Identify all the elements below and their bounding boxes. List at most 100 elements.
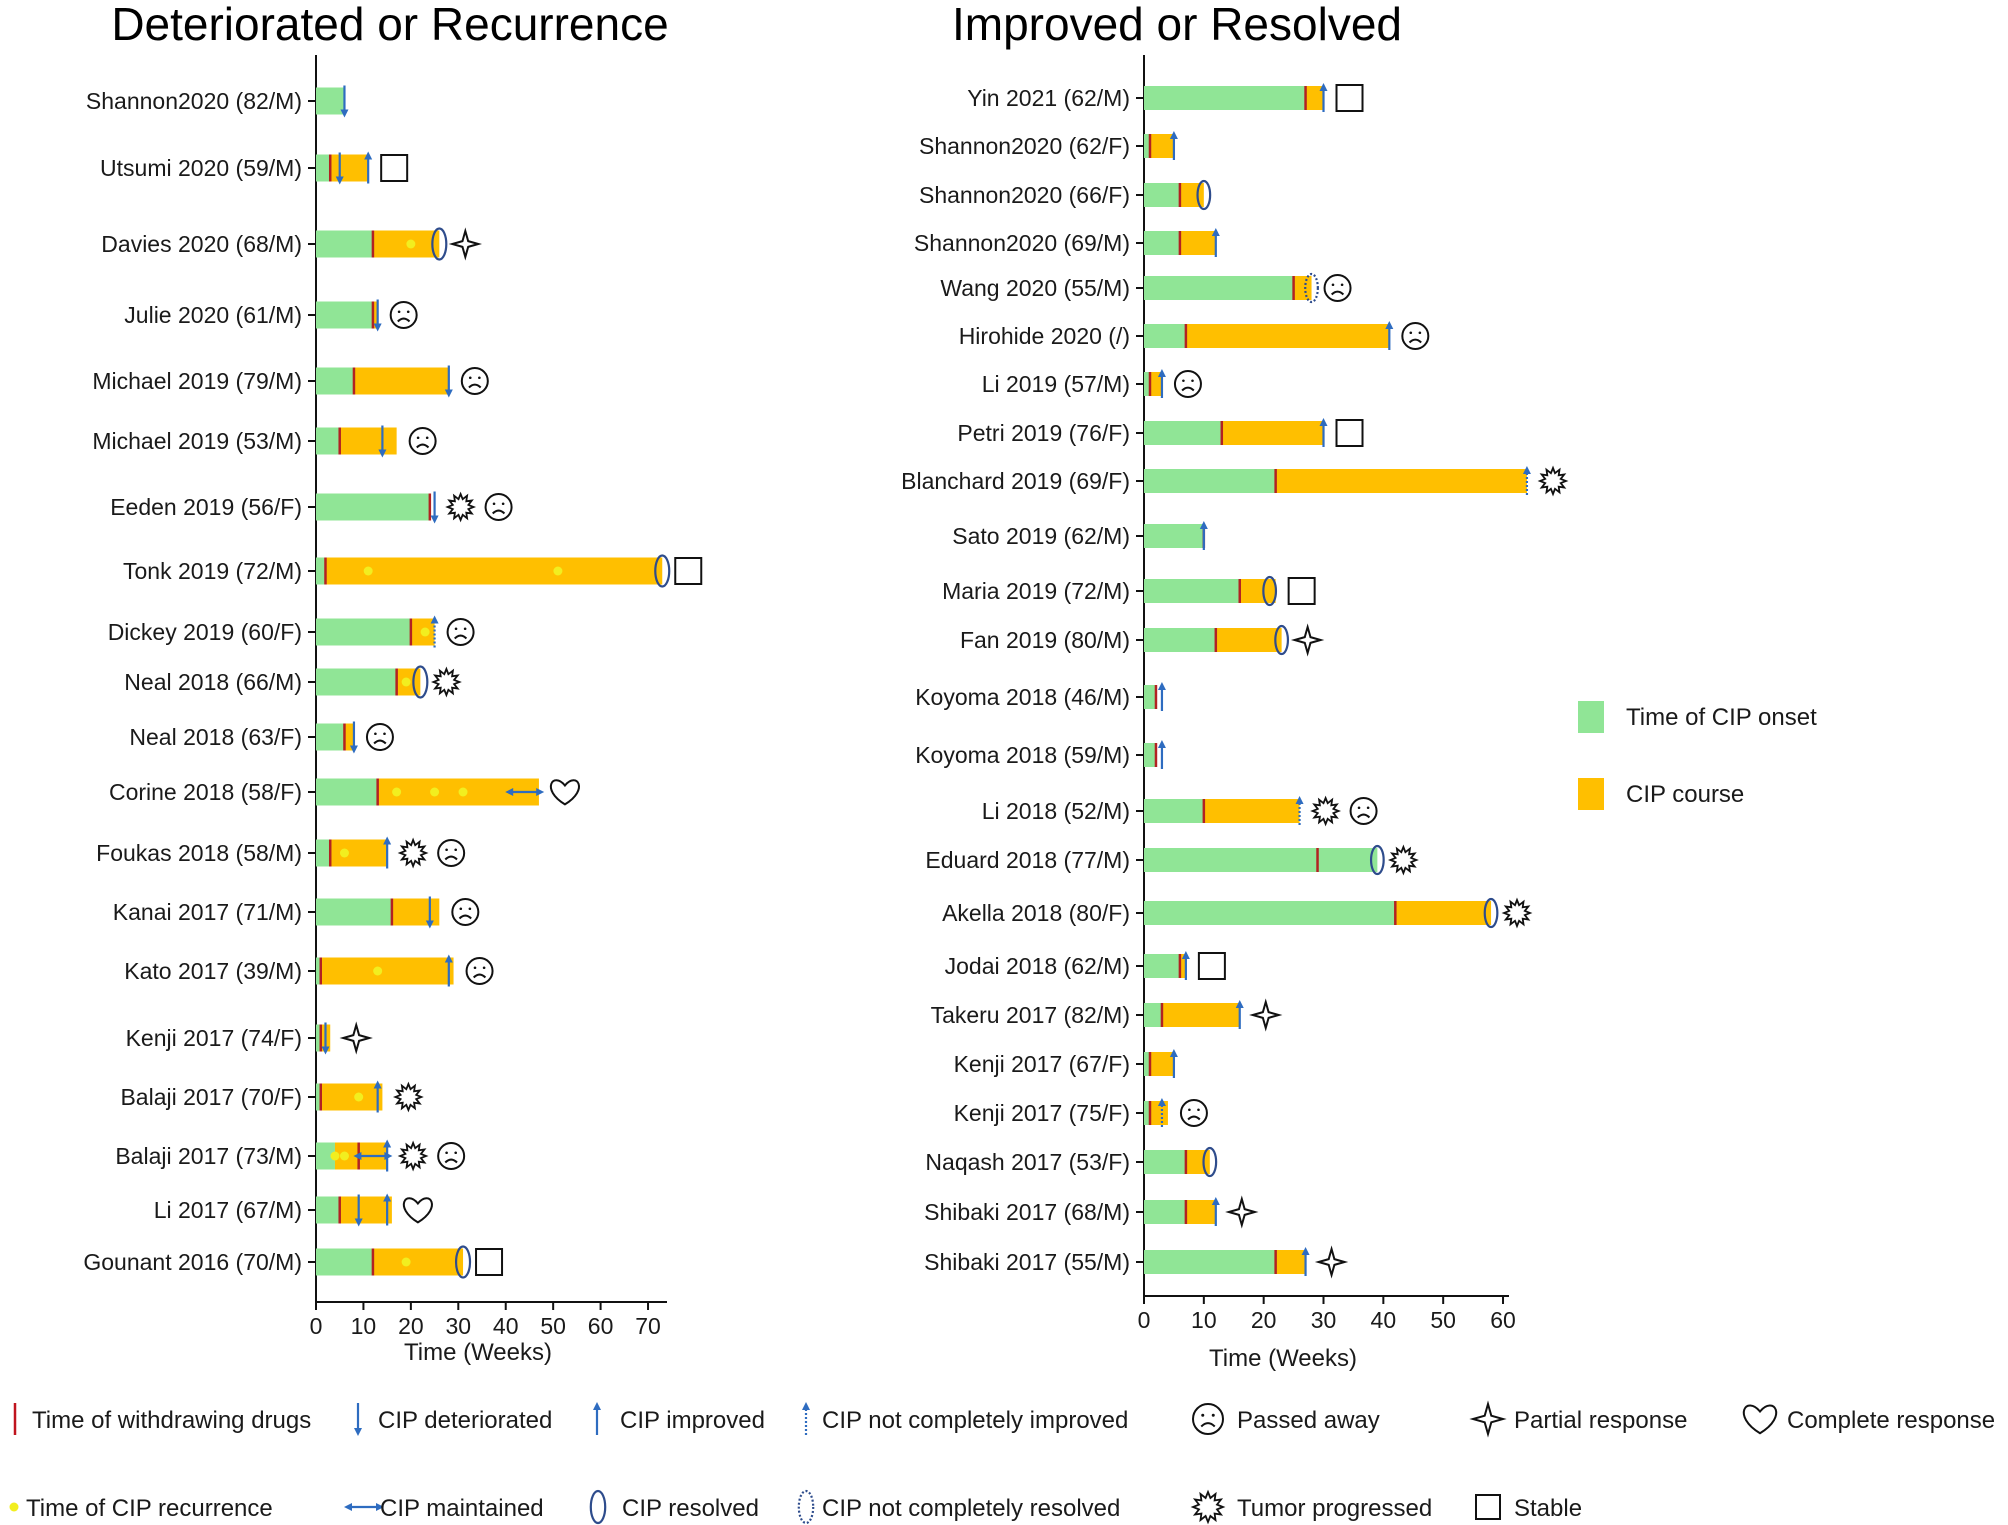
row-label: Shibaki 2017 (68/M) [924,1199,1130,1225]
row-label: Julie 2020 (61/M) [124,302,302,328]
stable-square [475,1248,504,1276]
arrow-head [378,449,387,458]
row-label: Corine 2018 (58/F) [109,779,302,805]
patient-row: Naqash 2017 (53/F) [925,1146,1218,1178]
course-bar [1305,86,1324,110]
row-label: Kenji 2017 (74/F) [126,1025,302,1051]
arrow-up-marker [1169,1049,1178,1078]
course-bar [1221,421,1324,445]
onset-bar [1144,1150,1186,1174]
course-bar [372,230,440,258]
patient-row: Shannon2020 (82/M) [86,85,349,118]
legend-label: Time of CIP onset [1626,704,1817,731]
arrow-head [354,1218,363,1227]
progress-outcome-icon [1501,897,1533,929]
row-label: Naqash 2017 (53/F) [925,1149,1130,1175]
course-bar [339,1196,392,1224]
resolved-marker [654,554,671,588]
face-eye [1366,806,1370,810]
recurrence-dot [330,1151,340,1161]
patient-row: Blanchard 2019 (69/F) [901,465,1569,497]
row-label: Kenji 2017 (67/F) [954,1051,1130,1077]
arrow-head [1211,1197,1220,1205]
patient-row: Michael 2019 (53/M) [92,425,437,458]
face-eye [492,502,496,506]
stable-square [1287,577,1316,605]
arrow-head [373,1080,382,1089]
patient-row: Julie 2020 (61/M) [124,299,418,332]
arrow-head [444,389,453,398]
patient-row: Neal 2018 (66/M) [124,665,462,699]
face-mouth [468,383,482,389]
onset-bar [316,668,397,696]
legend-label: CIP improved [620,1407,765,1434]
stable-square [1335,84,1364,112]
patient-row: Shannon2020 (66/F) [919,179,1212,211]
death-outcome-icon [446,618,475,646]
death-outcome-icon [437,1142,466,1170]
onset-bar [1144,524,1204,548]
patient-row: Hirohide 2020 (/) [959,321,1430,350]
arrow-up-marker [1157,682,1166,711]
course-bar [330,839,388,867]
arrow-up-dotted-marker [430,615,439,648]
recurrence-dot [401,677,411,687]
face-eye [383,732,386,736]
onset-bar [1144,628,1216,652]
death-outcome-icon [460,367,489,395]
arrow-down-marker [425,896,434,929]
face-eye [1182,379,1185,383]
face-outline [446,618,475,646]
resolved-ellipse [1369,844,1385,876]
onset-bar [1144,134,1150,158]
x-tick-label: 50 [540,1313,566,1339]
heart-shape [402,1197,433,1224]
panel-deteriorated-or-recurrence: Deteriorated or Recurrence Time (Weeks) … [83,0,703,1366]
panel-improved-or-resolved: Improved or Resolved Time (Weeks) 0 10 20 3… [901,0,1569,1372]
arrow-up-marker [1211,1197,1220,1226]
face-mouth [397,317,411,323]
partial-response-star-shape [448,227,483,261]
patient-row: Koyoma 2018 (46/M) [915,682,1166,711]
face-eye [454,627,458,631]
face-eye [1197,1108,1200,1112]
stable-square [1197,952,1226,980]
face-outline [465,957,494,985]
arrow-head [354,1428,362,1436]
patient-row: Balaji 2017 (73/M) [115,1139,466,1172]
arrow-head [1319,418,1328,426]
recurrence-dot [406,239,416,249]
patient-row: Shibaki 2017 (55/M) [924,1245,1349,1279]
face-eye [459,907,463,911]
resolved-marker [1196,179,1212,211]
patient-row: Li 2018 (52/M) [982,795,1378,827]
resolved-ellipse [1196,179,1212,211]
onset-bar [1144,954,1180,978]
row-label: Davies 2020 (68/M) [101,231,302,257]
arrow-up-marker [1169,131,1178,160]
death-outcome-icon [1401,322,1430,350]
arrow-down-marker [335,152,344,185]
row-label: Michael 2019 (53/M) [92,428,302,454]
x-tick-label: 40 [493,1313,519,1339]
partial-outcome-icon [1314,1245,1349,1279]
arrow-up-marker [1319,418,1328,447]
onset-bar [1144,183,1180,207]
row-label: Utsumi 2020 (59/M) [100,155,302,181]
arrow-head [505,788,514,796]
onset-bar [1144,685,1156,709]
arrow-head [425,920,434,929]
patient-row: Eeden 2019 (56/F) [110,491,513,524]
legend-item-death: Passed away [1192,1403,1380,1435]
arrow-head [1157,740,1166,748]
onset-bar [1144,324,1186,348]
progress-outcome-icon [445,491,477,523]
patient-row: Koyoma 2018 (59/M) [915,740,1166,769]
onset-bar [316,301,373,329]
face-mouth [1187,1115,1201,1121]
onset-bar [316,1196,340,1224]
face-eye [1191,379,1194,383]
onset-bar [316,957,321,985]
resolved-ellipse [1483,897,1499,929]
arrow-down-marker [349,721,358,754]
